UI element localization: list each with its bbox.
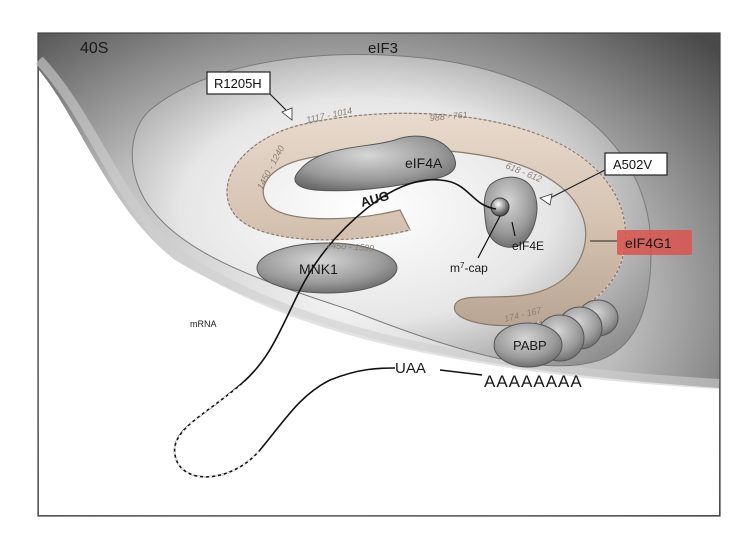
label-eif4e: eIF4E	[512, 239, 544, 253]
range-988-761: 988 - 761	[429, 110, 468, 123]
cap-pointer-line	[477, 215, 501, 259]
label-mnk1: MNK1	[299, 261, 338, 277]
label-aug-codon: AUG	[359, 188, 391, 210]
range-1450-1599: 1450 - 1599	[326, 240, 375, 253]
mrna-dashed-segment	[173, 374, 261, 478]
eif4e-protein	[483, 176, 538, 248]
eif4e-pointer-line	[511, 221, 516, 237]
a502v-arrow	[539, 193, 553, 206]
label-eif4a: eIF4A	[405, 155, 443, 171]
eif4g1-label-background	[617, 230, 692, 255]
eif4g1-texture	[225, 112, 627, 326]
mutation-label-a502v: A502V	[613, 157, 652, 172]
label-eif3: eIF3	[368, 40, 398, 57]
label-m7-cap: m7-cap	[450, 261, 488, 276]
a502v-pointer	[549, 169, 606, 199]
a502v-mutation-box	[604, 152, 668, 176]
mrna-strand	[173, 178, 497, 478]
eif4a-protein	[294, 135, 456, 192]
mrna-connector	[439, 369, 483, 376]
r1205h-arrow	[281, 107, 293, 121]
label-poly-a-tail: AAAAAAAA	[484, 372, 583, 391]
label-uaa-codon: UAA	[395, 360, 426, 377]
m7-cap-structure	[490, 197, 510, 217]
r1205h-mutation-box	[206, 71, 271, 95]
eif4g1-scaffold	[226, 112, 627, 327]
label-pabp: PABP	[513, 338, 547, 353]
pabp-protein	[493, 322, 563, 368]
ribosome-edge-shadow	[35, 56, 720, 389]
label-eif4g1: eIF4G1	[625, 235, 672, 251]
mutation-label-r1205h: R1205H	[214, 76, 262, 91]
mnk1-protein	[256, 242, 398, 294]
label-mrna: mRNA	[190, 319, 217, 329]
r1205h-pointer	[269, 93, 287, 111]
ribosome-40s-region	[39, 70, 719, 515]
label-40s: 40S	[80, 40, 108, 57]
